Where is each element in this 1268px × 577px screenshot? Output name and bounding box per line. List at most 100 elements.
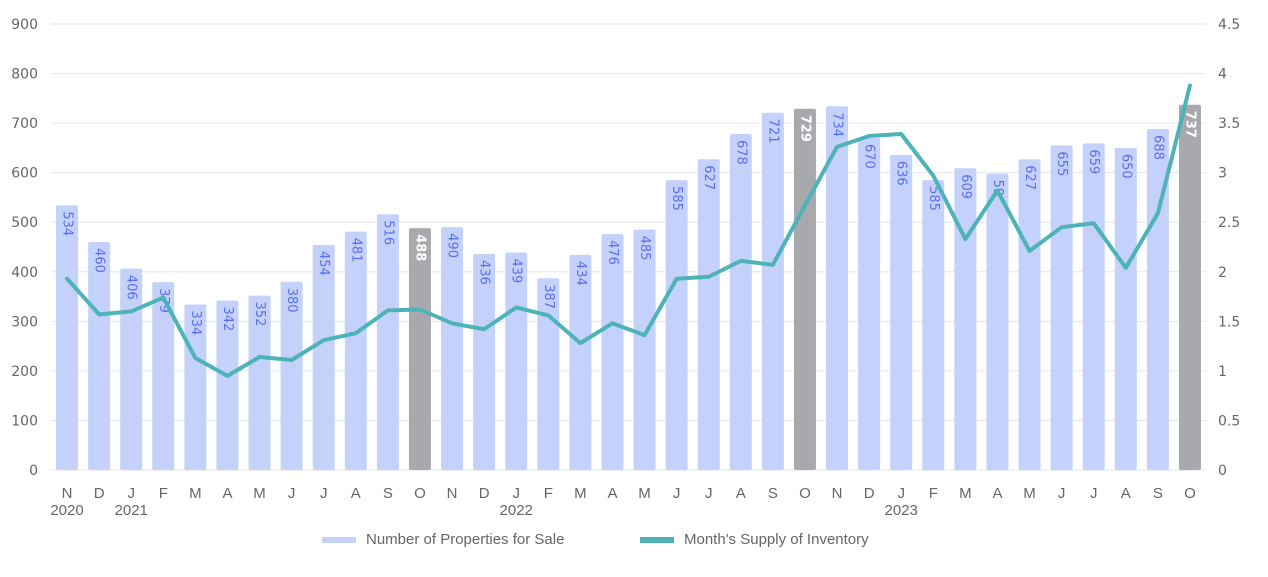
left-axis-tick-label: 600	[11, 166, 38, 182]
x-axis-month-label: S	[383, 485, 393, 502]
bar-value-label: 439	[509, 258, 524, 283]
x-axis-month-label: J	[1058, 485, 1066, 502]
bar	[312, 245, 335, 470]
bar-value-label: 655	[1054, 151, 1069, 176]
legend-label-supply: Month's Supply of Inventory	[684, 531, 869, 548]
left-axis-tick-label: 400	[11, 265, 38, 281]
right-axis-tick-label: 3	[1218, 166, 1227, 182]
supply-line	[65, 83, 1192, 378]
right-axis-tick-label: 1.5	[1218, 314, 1240, 330]
left-axis-tick-label: 300	[11, 314, 38, 330]
x-axis-month-label: F	[929, 485, 938, 502]
bar	[376, 214, 399, 470]
x-axis-month-label: M	[574, 485, 587, 502]
x-axis-month-label: O	[799, 485, 811, 502]
bar	[120, 268, 143, 470]
bar-value-label: 534	[60, 211, 75, 236]
bar-value-label: 516	[380, 220, 395, 245]
x-axis-month-label: N	[447, 485, 458, 502]
x-axis-year-label: 2022	[500, 502, 533, 519]
x-axis-month-label: A	[736, 485, 746, 502]
legend-item-properties[interactable]: Number of Properties for Sale	[322, 531, 564, 548]
bar-series	[56, 104, 1201, 471]
x-axis-month-label: F	[159, 485, 168, 502]
bar	[922, 180, 945, 470]
bar-value-label: 585	[669, 186, 684, 211]
x-axis-year-label: 2021	[115, 502, 148, 519]
left-axis-tick-label: 200	[11, 364, 38, 380]
x-axis-month-label: J	[512, 485, 520, 502]
bar	[1050, 145, 1073, 470]
bar-value-label: 636	[894, 161, 909, 186]
bar	[954, 168, 977, 470]
bar	[697, 159, 720, 470]
bar	[88, 242, 111, 470]
x-axis-month-label: J	[673, 485, 681, 502]
bar	[1178, 104, 1201, 470]
bar	[473, 253, 496, 470]
bar-value-label: 721	[765, 119, 780, 144]
bar-value-label: 627	[1022, 165, 1037, 190]
bar	[569, 254, 592, 470]
x-axis-month-label: M	[959, 485, 972, 502]
bar-value-label: 678	[733, 140, 748, 165]
left-axis-tick-label: 900	[11, 17, 38, 33]
x-axis-year-label: 2023	[885, 502, 918, 519]
bar-value-label: 485	[637, 236, 652, 261]
bar	[344, 231, 367, 470]
bar	[216, 300, 239, 470]
bar-value-label: 650	[1118, 154, 1133, 179]
left-axis-tick-label: 800	[11, 67, 38, 83]
bar-value-label: 342	[220, 307, 235, 332]
bar	[441, 227, 464, 470]
bar	[890, 154, 913, 470]
bar-value-label: 734	[830, 112, 845, 137]
bar	[537, 278, 560, 470]
right-axis-tick-label: 2	[1218, 265, 1227, 281]
x-axis-month-label: N	[832, 485, 843, 502]
right-axis-tick-label: 0	[1218, 463, 1227, 479]
x-axis-month-label: O	[414, 485, 426, 502]
bar-value-label: 729	[797, 115, 812, 142]
bar	[248, 295, 271, 470]
bar-value-label: 659	[1086, 149, 1101, 174]
bar	[280, 281, 303, 470]
x-axis-month-label: A	[1121, 485, 1131, 502]
x-axis-month-label: M	[253, 485, 266, 502]
bar-value-label: 476	[605, 240, 620, 265]
bar-value-label: 406	[124, 275, 139, 300]
bar	[633, 229, 656, 470]
bar-value-label: 490	[445, 233, 460, 258]
bar-value-label: 334	[188, 310, 203, 335]
bar-value-label: 609	[958, 174, 973, 199]
bar	[1018, 159, 1041, 470]
right-axis: 0 0.5 1 1.5 2 2.5 3 3.5 4 4.5	[1218, 17, 1240, 479]
x-axis-month-label: J	[705, 485, 713, 502]
bar-value-label: 460	[92, 248, 107, 273]
x-axis-month-label: D	[479, 485, 490, 502]
x-axis-month-label: J	[288, 485, 296, 502]
x-axis-month-label: A	[607, 485, 617, 502]
x-axis-month-label: N	[62, 485, 73, 502]
bar	[665, 180, 688, 470]
x-axis-month-label: S	[1153, 485, 1163, 502]
bar	[729, 134, 752, 470]
bar-value-label: 688	[1150, 135, 1165, 160]
right-axis-tick-label: 2.5	[1218, 215, 1240, 231]
bar-value-label: 434	[573, 261, 588, 286]
legend-item-supply[interactable]: Month's Supply of Inventory	[640, 531, 869, 548]
x-axis-month-label: J	[1090, 485, 1098, 502]
bar-value-label: 352	[252, 302, 267, 327]
x-axis-month-label: M	[1023, 485, 1036, 502]
x-axis: N D J F M A M J J A S O N D J F M A M J J A S O N D J F M A M J J A S O 2020…	[50, 485, 1195, 519]
bar	[761, 112, 784, 471]
left-axis-tick-label: 500	[11, 215, 38, 231]
bar-value-label: 585	[926, 186, 941, 211]
left-axis: 0 100 200 300 400 500 600 700 800 900	[11, 17, 38, 479]
legend: Number of Properties for Sale Month's Su…	[0, 531, 1268, 553]
gridlines	[51, 23, 1206, 471]
legend-swatch-bar	[322, 536, 356, 543]
bar	[601, 234, 624, 470]
